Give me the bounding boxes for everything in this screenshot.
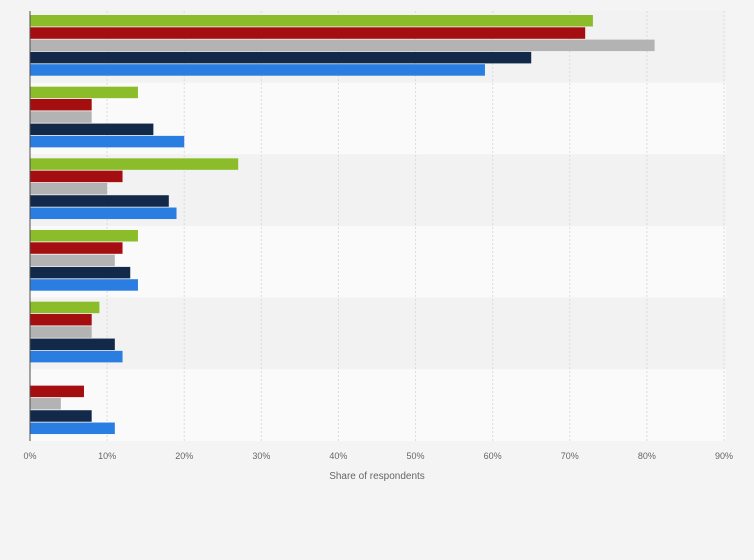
bar [30, 170, 123, 183]
bar [30, 98, 92, 111]
bar [30, 279, 138, 291]
bar [30, 266, 131, 279]
bar [30, 410, 92, 422]
category-band [30, 297, 726, 370]
x-tick-label: 70% [561, 451, 579, 461]
bar [30, 27, 586, 39]
bar [30, 158, 239, 170]
bar [30, 135, 185, 148]
x-tick-label: 60% [484, 451, 502, 461]
x-tick-label: 50% [407, 451, 425, 461]
x-tick-label: 90% [715, 451, 733, 461]
x-tick-label: 80% [638, 451, 656, 461]
x-tick-label: 40% [329, 451, 347, 461]
bar [30, 39, 655, 52]
bar [30, 385, 84, 398]
bar [30, 111, 92, 123]
x-tick-label: 20% [175, 451, 193, 461]
bar [30, 230, 138, 242]
bar [30, 254, 115, 267]
bar [30, 123, 154, 136]
bar [30, 397, 61, 410]
bar [30, 350, 123, 363]
x-tick-labels: 0% 10% 20% 30% 40% 50% 60% 70% 80% 90% [23, 451, 733, 461]
category-band [30, 226, 726, 298]
bar [30, 15, 593, 27]
bar [30, 207, 177, 220]
bar [30, 195, 169, 207]
bar [30, 313, 92, 326]
category-bands [30, 11, 726, 441]
x-axis-label: Share of respondents [329, 471, 425, 482]
bar [30, 182, 108, 195]
category-band [30, 369, 726, 441]
x-tick-label: 10% [98, 451, 116, 461]
bar [30, 242, 123, 254]
bar [30, 326, 92, 338]
x-tick-label: 30% [252, 451, 270, 461]
bar [30, 422, 115, 435]
bar [30, 64, 485, 76]
bar [30, 301, 100, 314]
bar [30, 338, 115, 351]
bars [30, 15, 655, 435]
bar [30, 51, 532, 64]
x-tick-label: 0% [23, 451, 36, 461]
bar [30, 86, 138, 99]
